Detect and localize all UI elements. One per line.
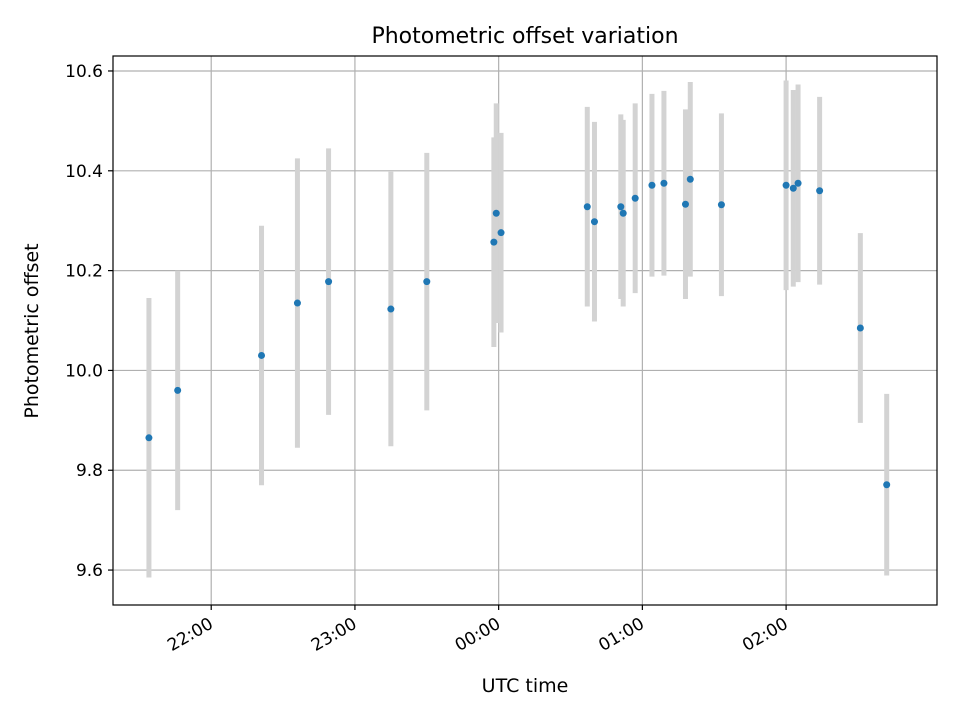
data-point xyxy=(583,203,591,211)
data-point xyxy=(293,299,301,307)
y-axis-label: Photometric offset xyxy=(21,243,43,418)
data-point xyxy=(490,238,498,246)
plot-frame xyxy=(112,55,938,606)
y-tick-label: 10.6 xyxy=(65,62,103,82)
data-point xyxy=(497,229,505,237)
data-point xyxy=(660,179,668,187)
data-point xyxy=(631,194,639,202)
y-tick-label: 9.8 xyxy=(76,461,103,481)
data-point xyxy=(387,305,395,313)
y-tick-label: 10.2 xyxy=(65,262,103,282)
data-point xyxy=(492,209,500,217)
y-axis-ticks: 9.6 9.8 10.0 10.2 10.4 10.6 xyxy=(65,62,113,581)
data-point xyxy=(617,203,625,211)
data-point xyxy=(782,181,790,189)
data-point xyxy=(856,324,864,332)
data-point xyxy=(717,201,725,209)
data-point xyxy=(789,184,797,192)
data-point xyxy=(325,278,333,286)
y-tick-label: 10.4 xyxy=(65,162,103,182)
chart-title: Photometric offset variation xyxy=(371,24,678,49)
data-points xyxy=(145,175,891,489)
data-point xyxy=(423,278,431,286)
data-point xyxy=(258,351,266,359)
data-point xyxy=(686,175,694,183)
data-point xyxy=(883,481,891,489)
data-point xyxy=(816,187,824,195)
y-tick-label: 10.0 xyxy=(65,361,103,381)
data-point xyxy=(648,181,656,189)
data-point xyxy=(174,386,182,394)
x-axis-label: UTC time xyxy=(482,675,569,697)
data-point xyxy=(619,209,627,217)
data-point xyxy=(590,218,598,226)
data-point xyxy=(794,179,802,187)
data-point xyxy=(681,200,689,208)
y-tick-label: 9.6 xyxy=(76,561,103,581)
data-point xyxy=(145,434,153,442)
